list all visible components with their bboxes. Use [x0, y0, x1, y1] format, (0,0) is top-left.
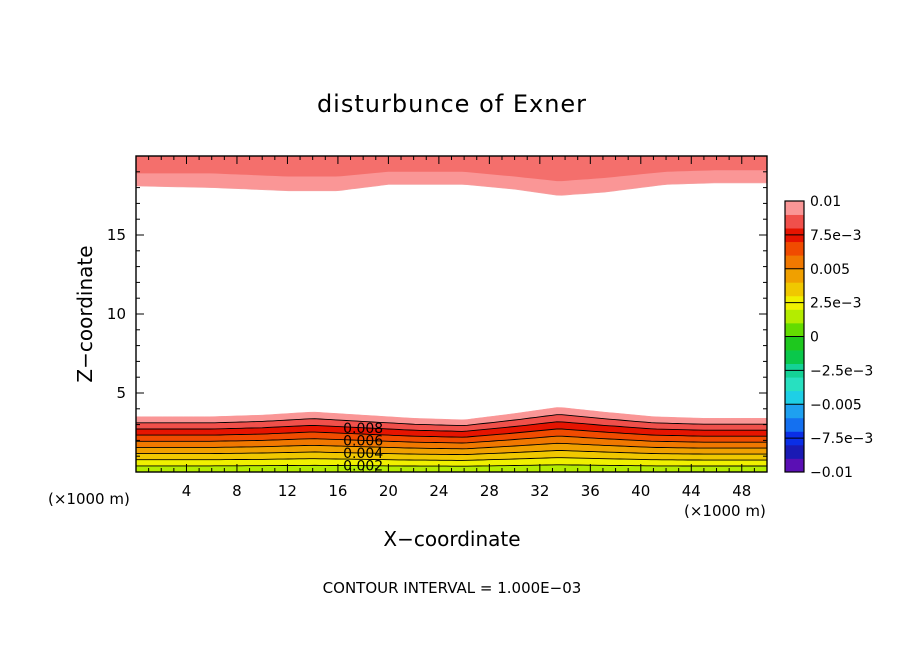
contour-label: 0.008: [343, 421, 383, 437]
contour-line: [136, 457, 767, 461]
plot-frame: [135, 155, 768, 473]
colorbar-swatch: [785, 282, 804, 297]
x-tick-label: 40: [631, 482, 650, 500]
y-axis-label: Z−coordinate: [73, 245, 97, 382]
upper-band-fill-inner: [136, 156, 767, 182]
x-unit-right: (×1000 m): [684, 502, 766, 520]
x-tick-label: 12: [278, 482, 297, 500]
colorbar-swatch: [785, 390, 804, 405]
contour-interval-note: CONTOUR INTERVAL = 1.000E−03: [323, 579, 582, 597]
x-unit-left: (×1000 m): [48, 490, 130, 508]
y-tick-label: 15: [107, 226, 126, 244]
contour-label: 0.006: [343, 433, 383, 449]
x-tick-label: 16: [328, 482, 347, 500]
colorbar-swatch: [785, 309, 804, 324]
colorbar-tick-label: −2.5e−3: [810, 363, 873, 379]
colorbar-swatch: [785, 255, 804, 270]
x-tick-label: 28: [480, 482, 499, 500]
colorbar-swatch: [785, 404, 804, 419]
colorbar-swatch: [785, 417, 804, 432]
contour-line: [135, 182, 767, 196]
colorbar-swatch: [785, 201, 804, 215]
contour-line: [136, 450, 767, 456]
plot-area: [135, 156, 768, 473]
colorbar-tick-label: −7.5e−3: [810, 431, 873, 447]
x-tick-label: 44: [682, 482, 701, 500]
x-tick-label: 32: [530, 482, 549, 500]
contour-line: [136, 464, 767, 467]
colorbar-tick-label: 0.005: [810, 262, 850, 278]
chart-title: disturbunce of Exner: [317, 90, 587, 118]
x-tick-label: 36: [581, 482, 600, 500]
contour-line: [136, 428, 767, 438]
colorbar-swatch: [785, 458, 804, 473]
colorbar-tick-label: 0: [810, 330, 819, 346]
contour-label: 0.002: [343, 459, 383, 475]
contour-label: 0.004: [343, 446, 383, 462]
contour-line: [136, 435, 767, 444]
colorbar-tick-label: 0.01: [810, 194, 841, 210]
y-tick-label: 5: [116, 384, 126, 402]
colorbar: 0.01 7.5e−3 0.005 2.5e−3 0 −2.5e−3 −0.005 −7.5e…: [784, 194, 873, 481]
x-tick-label: 48: [732, 482, 751, 500]
colorbar-swatch: [785, 444, 804, 459]
colorbar-swatch: [785, 214, 804, 229]
contour-line: [136, 442, 767, 450]
contour-line: [136, 414, 767, 427]
colorbar-swatch: [785, 322, 804, 337]
x-axis-label: X−coordinate: [383, 527, 520, 551]
y-axis: 5 10 15: [107, 171, 767, 457]
colorbar-swatch: [785, 268, 804, 283]
colorbar-tick-label: −0.01: [810, 465, 853, 481]
contour-line: [136, 421, 767, 432]
x-tick-label: 20: [379, 482, 398, 500]
y-tick-label: 10: [107, 305, 126, 323]
colorbar-swatch: [785, 350, 804, 364]
x-tick-label: 24: [429, 482, 448, 500]
x-axis: 4 8 12 16 20 24 28 32 36 40 44 48: [148, 156, 755, 500]
colorbar-tick-label: −0.005: [810, 397, 862, 413]
x-tick-label: 8: [232, 482, 242, 500]
colorbar-tick-label: 7.5e−3: [810, 228, 862, 244]
colorbar-swatch: [785, 336, 804, 351]
colorbar-tick-label: 2.5e−3: [810, 296, 862, 312]
colorbar-swatch: [785, 241, 804, 256]
x-tick-label: 4: [182, 482, 192, 500]
colorbar-swatch: [785, 377, 804, 392]
